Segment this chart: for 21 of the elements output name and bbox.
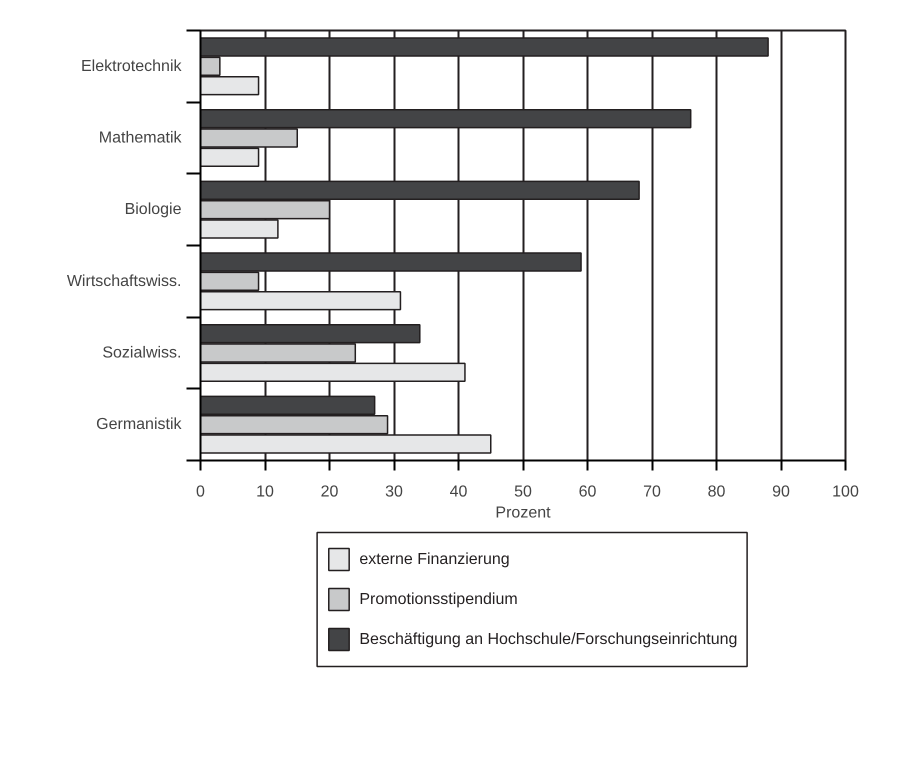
x-tick-label: 30 [385, 484, 403, 500]
x-tick-label: 0 [196, 484, 206, 500]
x-tick-label: 100 [832, 484, 859, 500]
x-tick-label: 70 [643, 484, 661, 500]
legend-label: Promotionsstipendium [359, 591, 518, 608]
x-tick-label: 50 [514, 484, 532, 500]
y-tick-label: Germanistik [96, 416, 182, 434]
x-tick-label: 40 [450, 484, 468, 500]
legend-label: externe Finanzierung [359, 551, 510, 568]
y-tick-label: Elektrotechnik [81, 58, 182, 75]
x-tick-label: 20 [320, 484, 338, 500]
legend-label: Beschäftigung an Hochschule/Forschungseinrichtung [359, 631, 738, 648]
x-tick-label: 80 [708, 484, 726, 500]
x-tick-label: 60 [578, 484, 596, 500]
y-tick-label: Mathematik [98, 130, 182, 146]
x-tick-label: 10 [256, 484, 274, 500]
x-axis-title: Prozent [495, 504, 552, 522]
x-tick-label: 90 [772, 484, 790, 500]
y-tick-label: Biologie [124, 201, 182, 218]
y-tick-label: Wirtschaftswiss. [66, 272, 182, 290]
y-tick-label: Sozialwiss. [102, 344, 182, 362]
